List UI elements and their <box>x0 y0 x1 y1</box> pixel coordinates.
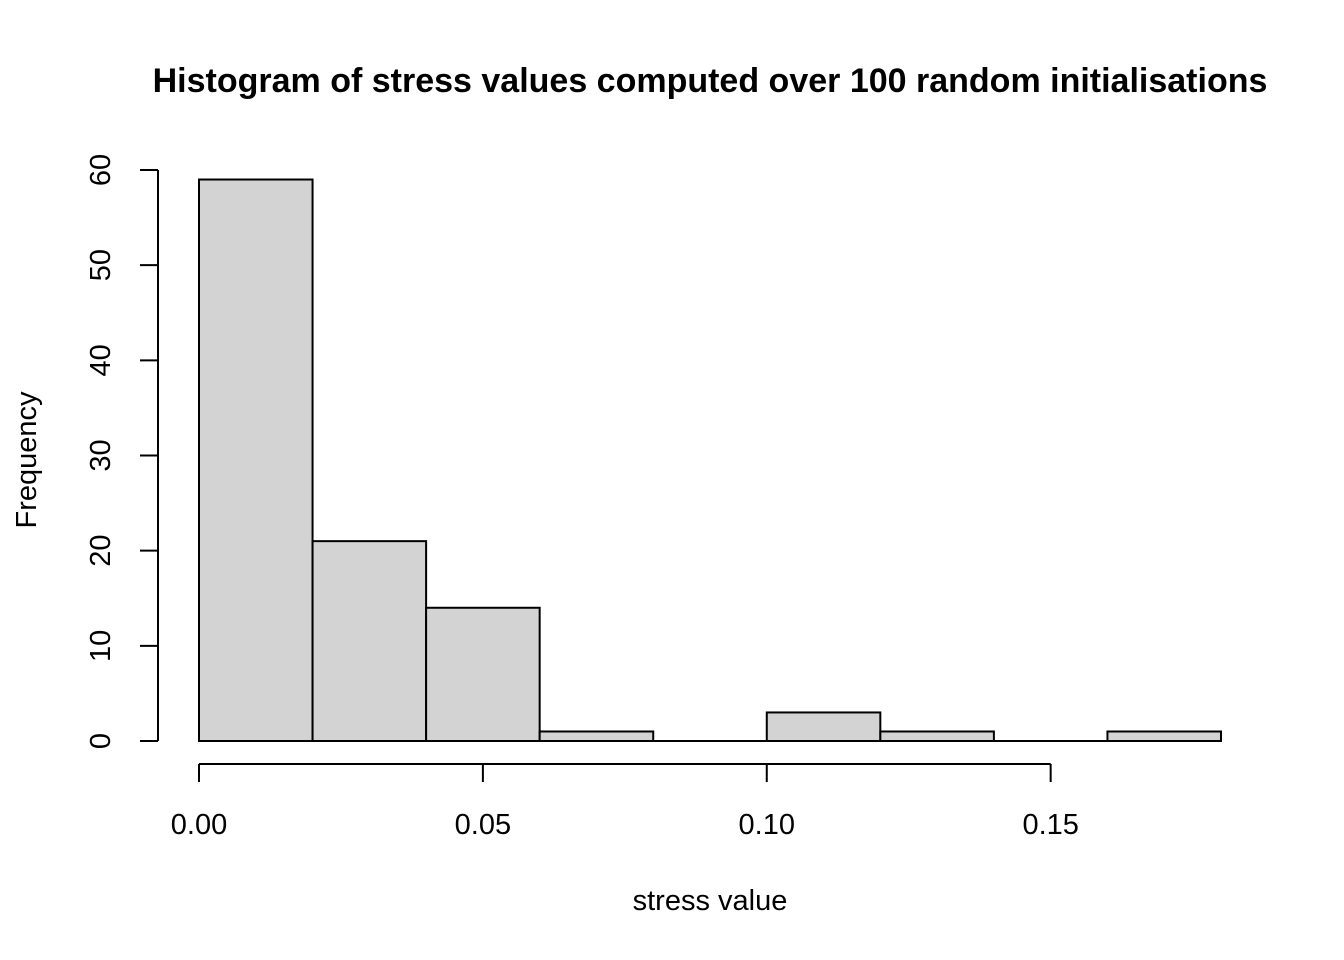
chart-title: Histogram of stress values computed over… <box>153 62 1268 100</box>
y-tick-label-3: 30 <box>85 439 117 471</box>
y-tick-label-2: 20 <box>85 535 117 567</box>
x-tick-label-0: 0.00 <box>171 809 227 841</box>
histogram-bar-2 <box>425 606 541 742</box>
histogram-bar-8 <box>1106 730 1223 743</box>
y-tick-label-0: 0 <box>85 733 117 749</box>
x-tick-label-2: 0.10 <box>739 809 795 841</box>
y-axis: 0 10 20 30 40 50 60 <box>85 154 159 749</box>
y-tick-label-6: 60 <box>85 154 117 186</box>
histogram-bar-1 <box>311 540 428 743</box>
bars-group <box>198 178 1223 743</box>
y-tick-label-1: 10 <box>85 630 117 662</box>
x-tick-label-3: 0.15 <box>1022 809 1078 841</box>
y-axis-label: Frequency <box>11 391 43 529</box>
x-tick-label-1: 0.05 <box>455 809 511 841</box>
y-tick-label-4: 40 <box>85 344 117 376</box>
histogram-bar-6 <box>879 730 995 743</box>
x-axis: 0.00 0.05 0.10 0.15 <box>171 763 1079 841</box>
histogram-bar-3 <box>538 730 655 743</box>
y-tick-label-5: 50 <box>85 249 117 281</box>
histogram-bar-0 <box>198 178 314 742</box>
histogram-bar-5 <box>765 711 882 743</box>
x-axis-label: stress value <box>633 885 788 917</box>
